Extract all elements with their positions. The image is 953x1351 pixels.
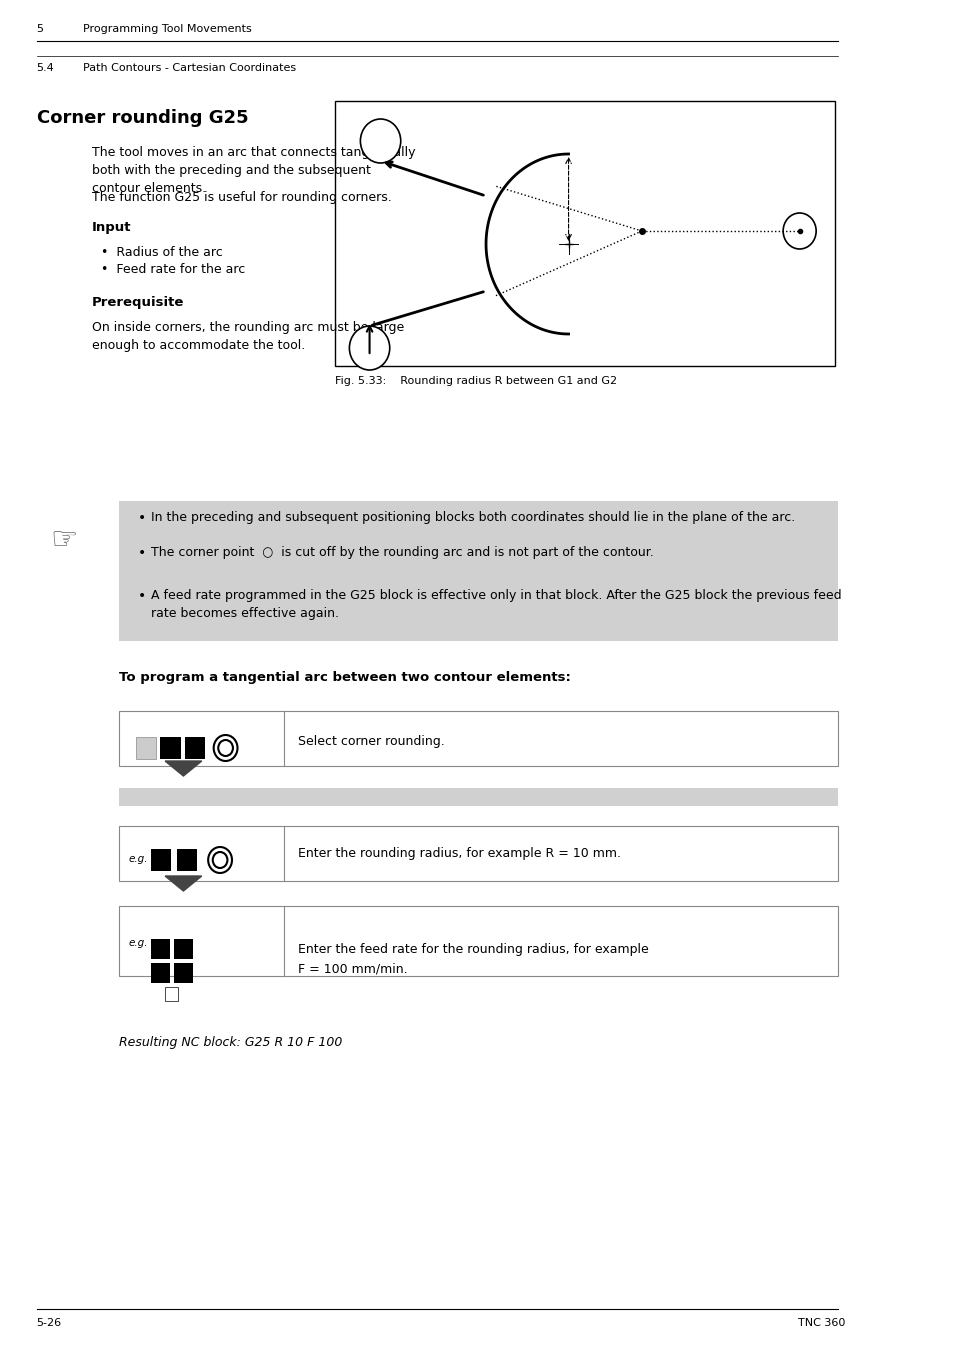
Bar — [174, 963, 193, 984]
Text: •  Feed rate for the arc: • Feed rate for the arc — [101, 263, 245, 276]
Bar — [119, 788, 838, 807]
Text: •: • — [137, 511, 146, 526]
Polygon shape — [165, 761, 201, 775]
Text: The function G25 is useful for rounding corners.: The function G25 is useful for rounding … — [91, 190, 391, 204]
Bar — [119, 825, 838, 881]
Bar — [152, 848, 172, 871]
Text: A feed rate programmed in the G25 block is effective only in that block. After t: A feed rate programmed in the G25 block … — [152, 589, 841, 620]
Text: 5-26: 5-26 — [36, 1319, 62, 1328]
Circle shape — [782, 213, 816, 249]
Text: •  Radius of the arc: • Radius of the arc — [101, 246, 222, 259]
Bar — [119, 711, 838, 766]
Text: Path Contours - Cartesian Coordinates: Path Contours - Cartesian Coordinates — [83, 63, 295, 73]
Bar — [119, 501, 838, 640]
Text: e.g.: e.g. — [129, 938, 148, 948]
Text: 5.4: 5.4 — [36, 63, 54, 73]
Circle shape — [213, 735, 237, 761]
Text: Enter the rounding radius, for example R = 10 mm.: Enter the rounding radius, for example R… — [297, 847, 620, 859]
Text: Programming Tool Movements: Programming Tool Movements — [83, 24, 251, 34]
Circle shape — [349, 326, 390, 370]
Text: On inside corners, the rounding arc must be large
enough to accommodate the tool: On inside corners, the rounding arc must… — [91, 322, 403, 353]
Bar — [335, 101, 834, 366]
Text: In the preceding and subsequent positioning blocks both coordinates should lie i: In the preceding and subsequent position… — [152, 511, 795, 524]
Text: Select corner rounding.: Select corner rounding. — [297, 735, 444, 747]
Text: Fig. 5.33:    Rounding radius R between G1 and G2: Fig. 5.33: Rounding radius R between G1 … — [335, 376, 617, 386]
Circle shape — [208, 847, 232, 873]
Text: The tool moves in an arc that connects tangentially
both with the preceding and : The tool moves in an arc that connects t… — [91, 146, 415, 195]
Circle shape — [213, 852, 227, 867]
Polygon shape — [165, 875, 201, 892]
Bar — [160, 738, 180, 759]
Bar — [152, 963, 170, 984]
Bar — [177, 848, 197, 871]
Text: Resulting NC block: G25 R 10 F 100: Resulting NC block: G25 R 10 F 100 — [119, 1036, 342, 1048]
Text: 5: 5 — [36, 24, 44, 34]
Text: •: • — [137, 589, 146, 603]
Text: TNC 360: TNC 360 — [797, 1319, 844, 1328]
Text: Enter the feed rate for the rounding radius, for example
F = 100 mm/min.: Enter the feed rate for the rounding rad… — [297, 943, 648, 975]
Text: e.g.: e.g. — [129, 854, 148, 865]
Bar — [165, 988, 177, 1001]
Text: Input: Input — [91, 222, 132, 234]
Bar — [174, 939, 193, 959]
Text: The corner point  ○  is cut off by the rounding arc and is not part of the conto: The corner point ○ is cut off by the rou… — [152, 546, 654, 559]
Circle shape — [360, 119, 400, 163]
Text: Corner rounding G25: Corner rounding G25 — [36, 109, 248, 127]
Text: Prerequisite: Prerequisite — [91, 296, 184, 309]
Bar — [152, 939, 170, 959]
Text: To program a tangential arc between two contour elements:: To program a tangential arc between two … — [119, 671, 571, 684]
Text: ☞: ☞ — [51, 527, 78, 555]
Bar — [119, 907, 838, 975]
Bar — [185, 738, 205, 759]
Text: •: • — [137, 546, 146, 561]
Circle shape — [218, 740, 233, 757]
Bar — [135, 738, 155, 759]
